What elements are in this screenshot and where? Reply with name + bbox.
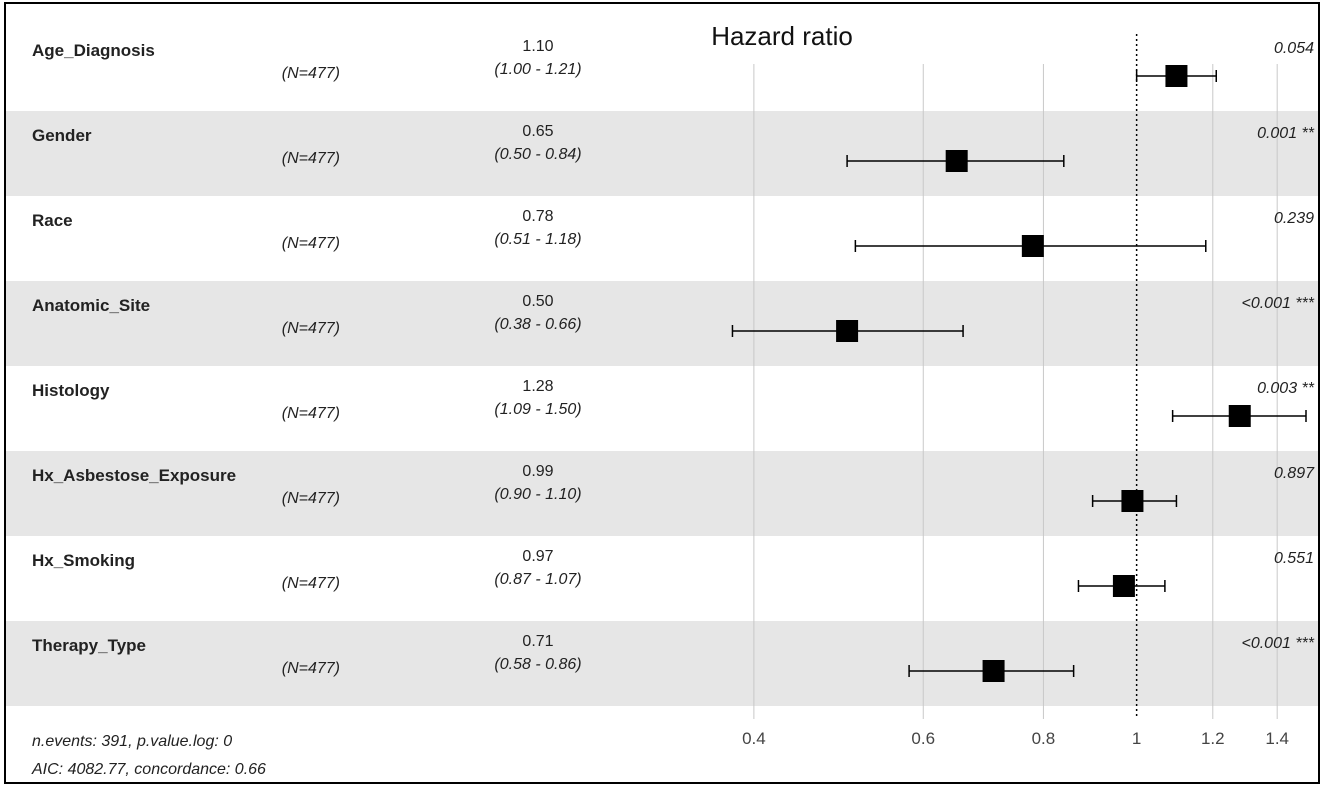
ci-label: (0.51 - 1.18) <box>494 231 581 248</box>
p-value: 0.054 <box>1274 40 1314 57</box>
p-value: <0.001 *** <box>1241 295 1314 312</box>
row-band <box>6 451 1318 536</box>
hr-marker <box>1165 65 1188 87</box>
variable-label: Race <box>32 211 73 230</box>
footer-aic: AIC: 4082.77, concordance: 0.66 <box>31 761 266 778</box>
hazard-ratio-value: 0.65 <box>522 123 553 140</box>
forest-plot: Age_Diagnosis (N=477) 1.10 (1.00 - 1.21) 0.0… <box>6 21 1318 778</box>
hazard-ratio-value: 0.50 <box>522 293 553 310</box>
variable-label: Gender <box>32 126 92 145</box>
n-label: (N=477) <box>282 575 340 592</box>
hr-marker <box>945 150 968 172</box>
x-axis-ticks: 0.4 0.6 0.8 1 1.2 1.4 <box>742 729 1289 748</box>
hr-marker <box>1021 235 1044 257</box>
row-band <box>6 281 1318 366</box>
forest-row: Hx_Asbestose_Exposure (N=477) 0.99 (0.90 - … <box>32 463 1315 512</box>
n-label: (N=477) <box>282 235 340 252</box>
n-label: (N=477) <box>282 490 340 507</box>
gridlines <box>753 34 1278 719</box>
hr-marker <box>1228 405 1251 427</box>
forest-row: Hx_Smoking (N=477) 0.97 (0.87 - 1.07) 0.551 <box>32 548 1314 597</box>
ci-label: (0.87 - 1.07) <box>494 571 581 588</box>
ci-label: (0.38 - 0.66) <box>494 316 581 333</box>
hazard-ratio-value: 1.10 <box>522 38 553 55</box>
hazard-ratio-value: 0.97 <box>522 548 553 565</box>
variable-label: Anatomic_Site <box>32 296 150 315</box>
p-value: 0.001 ** <box>1257 125 1315 142</box>
hazard-ratio-value: 0.99 <box>522 463 553 480</box>
p-value: 0.003 ** <box>1257 380 1315 397</box>
variable-label: Age_Diagnosis <box>32 41 155 60</box>
hr-marker <box>1121 490 1144 512</box>
hazard-ratio-value: 0.78 <box>522 208 553 225</box>
variable-label: Hx_Asbestose_Exposure <box>32 466 236 485</box>
row-band <box>6 621 1318 706</box>
footer-events: n.events: 391, p.value.log: 0 <box>32 733 232 750</box>
row-band <box>6 111 1318 196</box>
hazard-ratio-value: 1.28 <box>522 378 553 395</box>
forest-row: Age_Diagnosis (N=477) 1.10 (1.00 - 1.21) 0.0… <box>32 38 1314 87</box>
p-value: 0.551 <box>1274 550 1314 567</box>
forest-plot-frame: Age_Diagnosis (N=477) 1.10 (1.00 - 1.21) 0.0… <box>4 2 1320 784</box>
n-label: (N=477) <box>282 320 340 337</box>
n-label: (N=477) <box>282 660 340 677</box>
hr-marker <box>1112 575 1135 597</box>
ci-label: (0.50 - 0.84) <box>494 146 581 163</box>
x-tick-label: 1.2 <box>1201 729 1225 748</box>
row-bands <box>6 111 1318 706</box>
forest-row: Race (N=477) 0.78 (0.51 - 1.18) 0.239 <box>32 208 1314 257</box>
n-label: (N=477) <box>282 150 340 167</box>
ci-label: (0.58 - 0.86) <box>494 656 581 673</box>
ci-label: (1.00 - 1.21) <box>494 61 581 78</box>
n-label: (N=477) <box>282 405 340 422</box>
p-value: 0.239 <box>1274 210 1314 227</box>
x-tick-label: 1 <box>1132 729 1141 748</box>
x-tick-label: 0.8 <box>1032 729 1056 748</box>
ci-label: (0.90 - 1.10) <box>494 486 581 503</box>
p-value: 0.897 <box>1274 465 1315 482</box>
x-tick-label: 1.4 <box>1265 729 1289 748</box>
forest-row: Therapy_Type (N=477) 0.71 (0.58 - 0.86) <0.0… <box>32 633 1315 682</box>
forest-rows: Age_Diagnosis (N=477) 1.10 (1.00 - 1.21) 0.0… <box>32 38 1315 682</box>
variable-label: Hx_Smoking <box>32 551 135 570</box>
n-label: (N=477) <box>282 65 340 82</box>
x-tick-label: 0.6 <box>911 729 935 748</box>
hr-marker <box>836 320 859 342</box>
p-value: <0.001 *** <box>1241 635 1314 652</box>
variable-label: Therapy_Type <box>32 636 146 655</box>
hazard-ratio-value: 0.71 <box>522 633 553 650</box>
x-tick-label: 0.4 <box>742 729 766 748</box>
ci-label: (1.09 - 1.50) <box>494 401 581 418</box>
hr-marker <box>982 660 1005 682</box>
forest-row: Gender (N=477) 0.65 (0.50 - 0.84) 0.001 ** <box>32 123 1315 172</box>
variable-label: Histology <box>32 381 110 400</box>
chart-title: Hazard ratio <box>711 21 853 51</box>
forest-row: Anatomic_Site (N=477) 0.50 (0.38 - 0.66) <0.… <box>32 293 1315 342</box>
forest-row: Histology (N=477) 1.28 (1.09 - 1.50) 0.003 *… <box>32 378 1315 427</box>
